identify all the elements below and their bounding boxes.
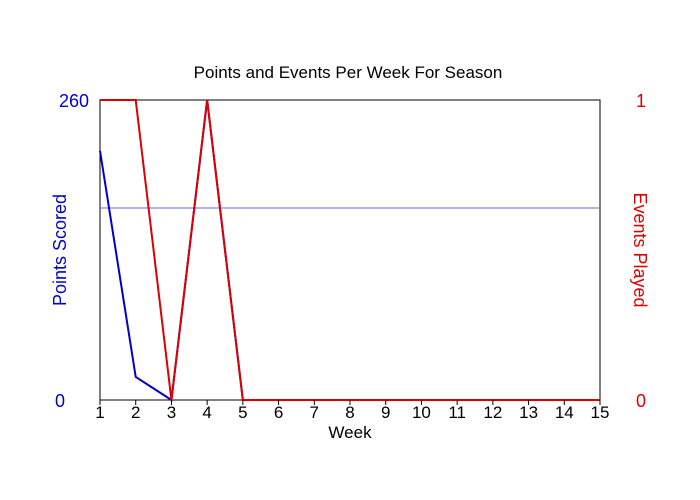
x-axis-label: Week <box>328 423 372 442</box>
series-line-points-scored <box>99 99 600 402</box>
series-layer <box>99 99 600 402</box>
x-tick-label: 1 <box>95 403 104 422</box>
x-tick-label: 3 <box>167 403 176 422</box>
y-right-tick-max: 1 <box>636 91 646 111</box>
x-tick-label: 15 <box>591 403 610 422</box>
x-tick-label: 13 <box>519 403 538 422</box>
x-tick-label: 7 <box>310 403 319 422</box>
x-tick-label: 4 <box>202 403 211 422</box>
series-line-events-played <box>100 99 600 401</box>
y-right-axis-label: Events Played <box>630 192 650 307</box>
x-axis-ticks: 1 2 3 4 5 6 7 8 9 10 11 12 13 14 15 <box>95 400 609 422</box>
x-tick-label: 5 <box>238 403 247 422</box>
chart-title: Points and Events Per Week For Season <box>194 63 503 82</box>
x-tick-label: 9 <box>381 403 390 422</box>
x-tick-label: 14 <box>555 403 574 422</box>
x-tick-label: 10 <box>412 403 431 422</box>
x-tick-label: 12 <box>483 403 502 422</box>
x-tick-label: 11 <box>448 403 466 422</box>
y-left-axis-label: Points Scored <box>50 194 70 306</box>
plot-area-frame <box>99 99 601 401</box>
x-tick-label: 2 <box>131 403 140 422</box>
y-right-tick-min: 0 <box>636 391 646 411</box>
x-tick-label: 6 <box>274 403 283 422</box>
x-tick-label: 8 <box>345 403 354 422</box>
y-left-tick-max: 260 <box>59 91 89 111</box>
y-left-tick-min: 0 <box>55 391 65 411</box>
